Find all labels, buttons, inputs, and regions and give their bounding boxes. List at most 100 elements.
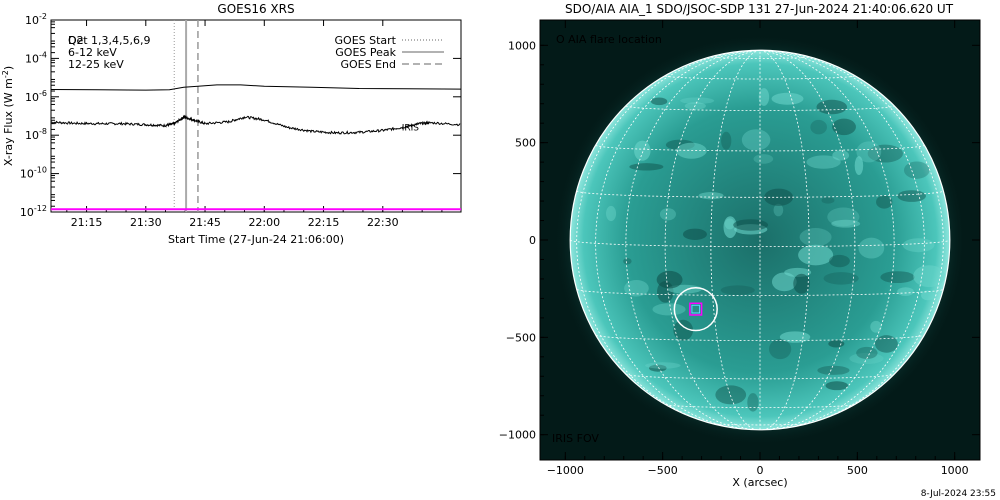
disk-feature [771,92,804,105]
goes-legend-left: Det 1,3,4,5,6,9 Q2 6-12 keV 12-25 keV [68,34,151,71]
disk-feature [747,393,759,412]
aia-x-tick-label: 1000 [941,464,969,477]
disk-feature [698,192,724,200]
longitude-line [759,50,944,428]
aia-y-tick-label: −1000 [499,429,536,442]
longitude-line [759,50,895,430]
latitude-line [665,404,855,408]
longitude-line [595,50,761,430]
solar-limb [569,49,951,431]
aia-flare-circle [673,286,718,332]
disk-feature [903,161,930,179]
goes-y-tick-label: 10-4 [25,50,47,65]
disk-feature [624,280,649,297]
disk-feature [629,163,664,171]
disk-feature [831,219,861,228]
goes-series-line [51,114,461,135]
disk-feature [723,216,737,239]
disk-feature [720,285,755,295]
disk-feature [816,99,848,115]
disk-feature [827,207,860,227]
disk-feature [825,381,849,391]
legend-goes-end: GOES End [340,58,396,71]
disk-feature [773,203,784,217]
disk-feature [764,188,794,206]
disk-feature [733,219,769,231]
goes-x-tick-label: 22:30 [367,216,399,229]
disk-feature [870,320,882,333]
legend-12-25kev: 12-25 keV [68,58,124,71]
goes-event-lines [173,20,199,212]
goes-x-tick-label: 21:15 [71,216,103,229]
disk-feature [828,340,845,348]
disk-feature [858,237,885,259]
disk-feature [673,319,694,341]
aia-y-axis: 1000 500 0 −500 −1000 [499,39,980,442]
disk-feature [606,205,617,222]
disk-feature [769,339,792,360]
disk-feature [875,335,898,353]
goes-x-axis-label: Start Time (27-Jun-24 21:06:00) [168,233,344,246]
disk-feature [832,118,856,136]
goes-title: GOES16 XRS [217,2,294,16]
disk-feature [758,88,770,106]
longitude-line [710,50,761,430]
disk-feature [659,208,676,221]
disk-feature [897,287,914,296]
active-regions [606,88,945,412]
disk-feature [902,238,935,253]
iris-fov-legend: IRIS FOV [552,432,599,445]
disk-feature [721,131,732,150]
latitude-line [595,144,925,152]
goes-y-axis-label: X-ray Flux (W m-2) [1,66,15,166]
legend-detectors: Det 1,3,4,5,6,9 [68,34,151,47]
disk-feature [921,290,935,301]
disk-feature [817,365,850,375]
goes-y-tick-label: 10-10 [20,166,47,181]
longitude-line [576,50,761,428]
disk-feature [823,272,859,285]
goes-y-tick-label: 10-2 [25,12,47,27]
goes-x-tick-label: 22:00 [248,216,280,229]
disk-feature [854,156,864,176]
goes-x-axis: 21:15 21:30 21:45 22:00 22:15 22:30 [66,20,443,229]
disk-feature [753,154,774,164]
aia-x-tick-label: 500 [847,464,868,477]
aia-y-tick-label: −500 [506,331,536,344]
heliographic-grid [570,50,950,430]
aia-y-tick-label: 0 [529,234,536,247]
disk-feature [810,119,827,135]
disk-feature [876,195,893,209]
goes-series-line [51,84,461,91]
disk-feature [623,258,632,265]
aia-overlays [569,49,951,431]
longitude-line [759,50,925,430]
disk-feature [652,303,686,316]
aia-x-tick-label: −1000 [547,464,584,477]
disk-feature [856,346,878,360]
disk-feature [634,140,651,161]
goes-x-tick-label: 22:15 [308,216,340,229]
goes-legend-right: GOES Start GOES Peak GOES End [335,34,444,71]
aia-x-axis: −1000 −500 0 500 1000 [547,20,969,477]
disk-feature [649,364,667,372]
disk-feature [798,244,834,266]
aia-flare-legend: O AIA flare location [556,33,662,46]
longitude-line [759,50,856,430]
disk-feature [806,155,841,169]
goes-series [51,84,461,211]
goes-x-tick-label: 21:30 [130,216,162,229]
goes-y-tick-label: 10-12 [20,204,47,219]
iris-annotation: IRIS [402,124,420,134]
latitude-line [664,75,856,80]
goes-plot-frame [50,19,462,213]
disk-feature [799,228,832,247]
goes-x-tick-label: 21:45 [189,216,221,229]
legend-goes-start: GOES Start [335,34,397,47]
goes-y-tick-label: 10-6 [25,89,47,104]
disk-feature [650,97,668,106]
disk-feature [715,385,747,405]
iris-fov-inner-box [691,304,701,314]
disk-feature [682,228,707,240]
aia-y-tick-label: 1000 [508,39,536,52]
